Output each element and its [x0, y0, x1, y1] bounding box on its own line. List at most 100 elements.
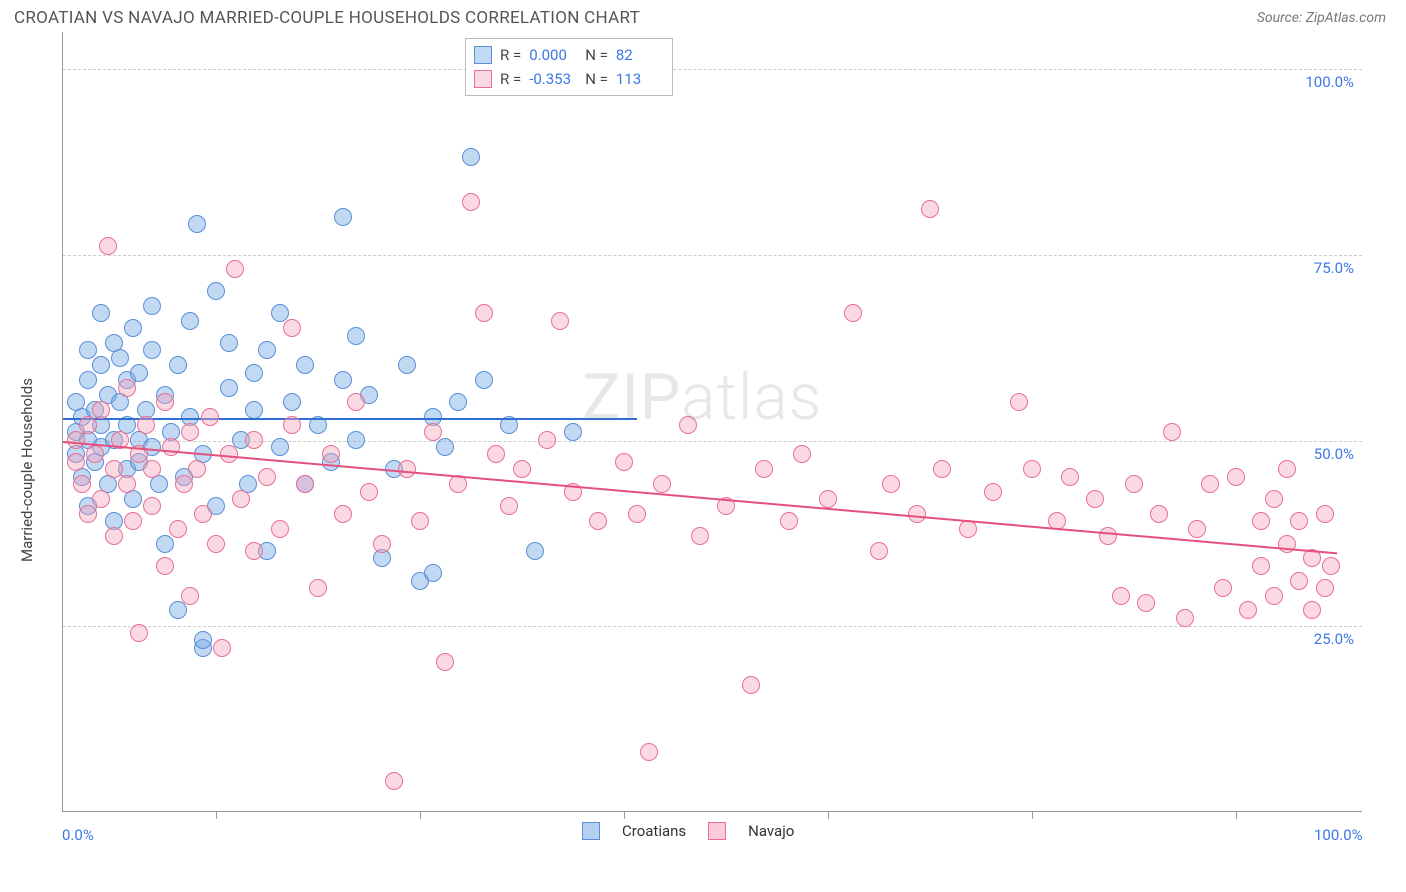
data-point [271, 438, 289, 456]
data-point [589, 512, 607, 530]
data-point [1265, 490, 1283, 508]
data-point [436, 653, 454, 671]
data-point [1023, 460, 1041, 478]
y-tick-label: 75.0% [1314, 259, 1354, 277]
data-point [1188, 520, 1206, 538]
bottom-legend: CroatiansNavajo [582, 822, 794, 840]
stat-r-label: R = [500, 43, 521, 67]
data-point [1278, 460, 1296, 478]
chart-title: CROATIAN VS NAVAJO MARRIED-COUPLE HOUSEH… [14, 8, 640, 28]
data-point [334, 208, 352, 226]
data-point [1086, 490, 1104, 508]
data-point [92, 356, 110, 374]
data-point [156, 557, 174, 575]
data-point [411, 512, 429, 530]
data-point [181, 312, 199, 330]
data-point [188, 215, 206, 233]
stat-n-value: 113 [616, 67, 664, 91]
data-point [92, 490, 110, 508]
stat-n-label: N = [585, 43, 608, 67]
stat-r-value: -0.353 [529, 67, 577, 91]
data-point [424, 564, 442, 582]
data-point [79, 505, 97, 523]
data-point [169, 520, 187, 538]
data-point [487, 445, 505, 463]
data-point [143, 460, 161, 478]
x-tick [624, 811, 625, 819]
data-point [385, 772, 403, 790]
data-point [79, 416, 97, 434]
x-max-label: 100.0% [1314, 826, 1363, 844]
legend-swatch [708, 822, 726, 840]
data-point [1125, 475, 1143, 493]
gridline [63, 255, 1362, 256]
data-point [79, 371, 97, 389]
data-point [500, 497, 518, 515]
data-point [360, 483, 378, 501]
data-point [245, 401, 263, 419]
data-point [245, 542, 263, 560]
data-point [309, 579, 327, 597]
data-point [245, 364, 263, 382]
data-point [130, 364, 148, 382]
legend-swatch [582, 822, 600, 840]
data-point [213, 639, 231, 657]
data-point [1239, 601, 1257, 619]
data-point [143, 341, 161, 359]
x-tick [1236, 811, 1237, 819]
data-point [105, 460, 123, 478]
y-axis-label: Married-couple Households [18, 378, 36, 562]
data-point [322, 445, 340, 463]
data-point [1252, 512, 1270, 530]
data-point [628, 505, 646, 523]
data-point [258, 341, 276, 359]
data-point [780, 512, 798, 530]
data-point [194, 505, 212, 523]
data-point [283, 416, 301, 434]
gridline [63, 69, 1362, 70]
data-point [347, 431, 365, 449]
data-point [1265, 587, 1283, 605]
data-point [921, 200, 939, 218]
data-point [226, 260, 244, 278]
data-point [111, 349, 129, 367]
stats-legend: R =0.000N =82R =-0.353N =113 [465, 38, 673, 96]
data-point [640, 743, 658, 761]
stat-n-label: N = [585, 67, 608, 91]
data-point [870, 542, 888, 560]
chart-header: CROATIAN VS NAVAJO MARRIED-COUPLE HOUSEH… [0, 0, 1406, 32]
data-point [475, 371, 493, 389]
data-point [86, 445, 104, 463]
data-point [1316, 579, 1334, 597]
data-point [564, 423, 582, 441]
data-point [143, 497, 161, 515]
data-point [73, 475, 91, 493]
data-point [1176, 609, 1194, 627]
series-swatch [474, 46, 492, 64]
data-point [691, 527, 709, 545]
legend-label: Croatians [622, 822, 686, 840]
data-point [1099, 527, 1117, 545]
data-point [162, 438, 180, 456]
data-point [207, 535, 225, 553]
data-point [1303, 601, 1321, 619]
x-min-label: 0.0% [62, 826, 94, 844]
data-point [1163, 423, 1181, 441]
data-point [156, 393, 174, 411]
gridline [63, 626, 1362, 627]
data-point [92, 401, 110, 419]
x-tick [828, 811, 829, 819]
data-point [462, 193, 480, 211]
data-point [615, 453, 633, 471]
data-point [679, 416, 697, 434]
data-point [1201, 475, 1219, 493]
data-point [130, 624, 148, 642]
data-point [844, 304, 862, 322]
data-point [220, 379, 238, 397]
x-tick [216, 811, 217, 819]
data-point [169, 356, 187, 374]
data-point [653, 475, 671, 493]
data-point [462, 148, 480, 166]
data-point [181, 587, 199, 605]
data-point [551, 312, 569, 330]
